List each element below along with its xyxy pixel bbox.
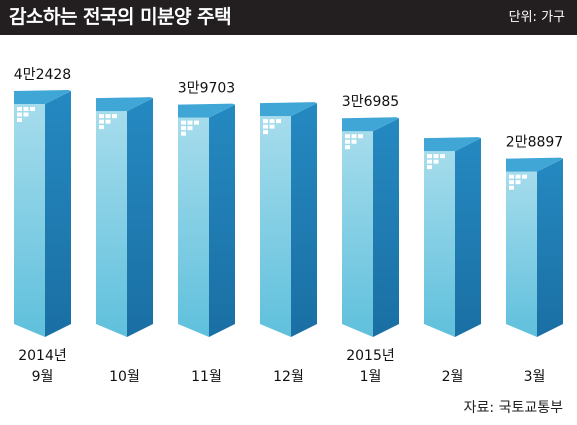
bar-side <box>45 91 71 337</box>
window-cell <box>181 126 186 131</box>
x-tick-label: 9월 <box>32 369 54 385</box>
window-cell <box>345 134 350 139</box>
window-cell <box>263 124 268 129</box>
window-cell <box>427 154 432 159</box>
bar-side <box>209 104 235 337</box>
window-cell <box>269 124 275 129</box>
window-cell <box>440 154 445 159</box>
window-cell <box>263 119 268 124</box>
window-cell <box>187 126 193 131</box>
window-cell <box>351 139 357 144</box>
bar-top <box>96 97 153 112</box>
window-cell <box>30 107 35 111</box>
window-cell <box>187 120 193 125</box>
window-cell <box>99 114 104 119</box>
window-cell <box>105 119 111 124</box>
chart-title: 감소하는 전국의 미분양 주택 <box>9 6 232 28</box>
bar-front <box>14 104 45 337</box>
x-tick-label: 3월 <box>524 369 546 385</box>
x-tick-label: 2월 <box>442 369 464 385</box>
window-cell <box>509 174 514 179</box>
bar-top <box>260 102 317 117</box>
bar-top <box>178 103 235 118</box>
window-cell <box>181 120 186 125</box>
window-cell <box>17 118 22 122</box>
window-cell <box>351 134 357 139</box>
window-cell <box>269 119 275 124</box>
bar-front <box>96 111 127 337</box>
window-cell <box>358 134 363 139</box>
bar-front <box>506 171 537 337</box>
bar-top <box>14 90 71 104</box>
window-cell <box>99 125 104 130</box>
bar-front <box>178 117 209 337</box>
window-cell <box>509 185 514 190</box>
window-cell <box>345 139 350 144</box>
source-note: 자료: 국토교통부 <box>463 400 563 416</box>
bar-side <box>291 103 317 337</box>
title-bar: 감소하는 전국의 미분양 주택 단위: 가구 <box>0 0 577 35</box>
bar-top <box>342 117 399 132</box>
x-tick-label: 11월 <box>191 369 222 385</box>
window-cell <box>17 107 22 111</box>
window-cell <box>522 174 527 179</box>
unit-label: 단위: 가구 <box>508 10 565 25</box>
bar-front <box>424 151 455 337</box>
data-label: 3만6985 <box>342 94 399 110</box>
window-cell <box>515 180 521 185</box>
bar-front <box>342 131 373 337</box>
window-cell <box>515 174 521 179</box>
window-cell <box>194 120 199 125</box>
data-label: 3만9703 <box>178 81 235 97</box>
window-cell <box>99 119 104 124</box>
window-cell <box>181 131 186 136</box>
window-cell <box>105 114 111 119</box>
window-cell <box>427 165 432 170</box>
x-tick-label: 1월 <box>360 369 382 385</box>
x-tick-label: 12월 <box>273 369 304 385</box>
bar-side <box>127 98 153 337</box>
x-tick-label: 2015년 <box>346 348 395 364</box>
x-tick-label: 2014년 <box>18 348 67 364</box>
bar-side <box>373 118 399 337</box>
window-cell <box>509 180 514 185</box>
bar-side <box>455 138 481 337</box>
window-cell <box>23 112 29 117</box>
bar-top <box>506 157 563 172</box>
data-label: 2만8897 <box>506 135 563 151</box>
data-label: 4만2428 <box>14 67 71 83</box>
bar-front <box>260 116 291 337</box>
window-cell <box>17 112 22 117</box>
window-cell <box>427 159 432 164</box>
bar-top <box>424 137 481 152</box>
window-cell <box>433 154 439 159</box>
window-cell <box>263 130 268 135</box>
bar-side <box>537 158 563 337</box>
x-tick-label: 10월 <box>109 369 140 385</box>
window-cell <box>23 107 29 111</box>
window-cell <box>112 114 117 119</box>
window-cell <box>433 159 439 164</box>
window-cell <box>345 145 350 150</box>
window-cell <box>276 119 281 124</box>
